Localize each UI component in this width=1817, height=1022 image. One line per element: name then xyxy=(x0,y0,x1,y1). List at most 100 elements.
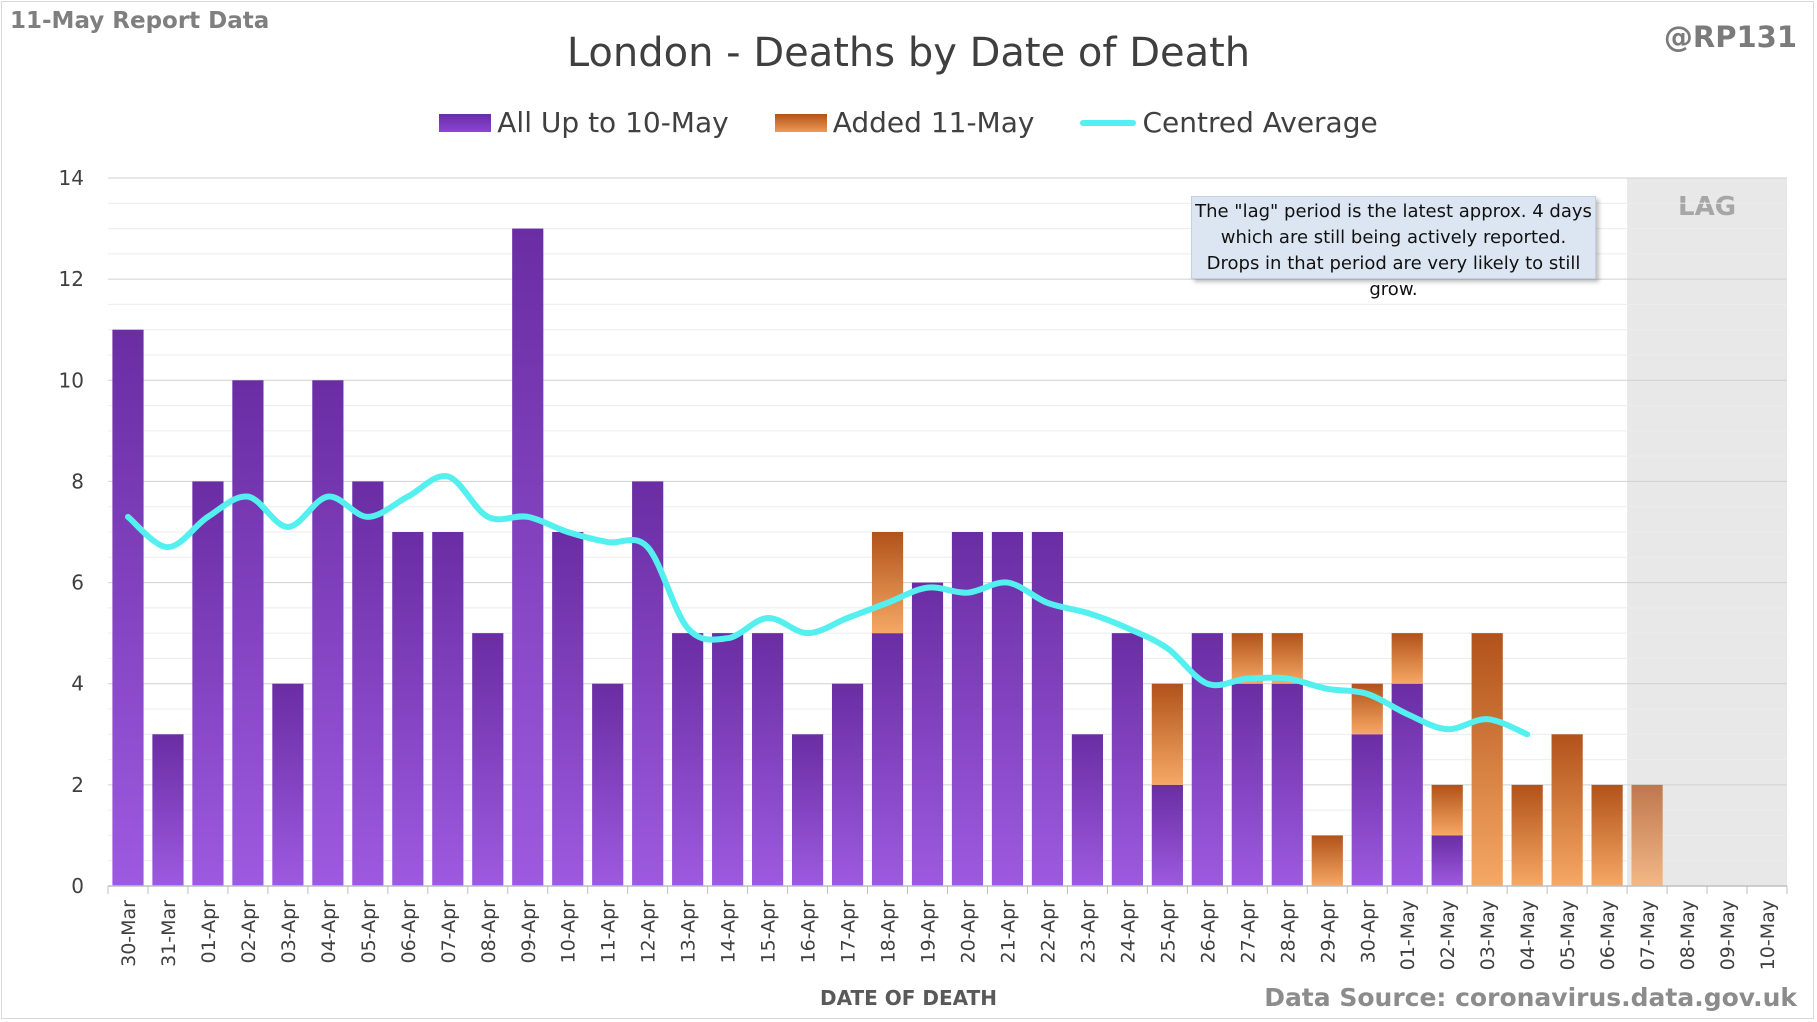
centred-average-line xyxy=(124,473,1531,738)
y-tick-label: 0 xyxy=(71,874,84,898)
x-tick-label: 22-Apr xyxy=(1037,900,1059,964)
x-tick-label: 06-May xyxy=(1597,900,1619,970)
bar-all-13-Apr xyxy=(672,633,704,886)
bar-added-06-May xyxy=(1591,784,1623,886)
x-tick-label: 31-Mar xyxy=(158,900,180,967)
x-tick-label: 27-Apr xyxy=(1237,900,1259,964)
bar-all-25-Apr xyxy=(1151,784,1183,886)
x-tick-label: 16-Apr xyxy=(798,900,820,964)
bar-all-14-Apr xyxy=(712,633,744,886)
chart-title: London - Deaths by Date of Death xyxy=(566,30,1251,76)
x-tick-label: 08-May xyxy=(1677,900,1699,970)
bar-all-21-Apr xyxy=(991,532,1024,886)
x-tick-label: 28-Apr xyxy=(1277,900,1299,964)
bar-all-30-Apr xyxy=(1351,734,1383,886)
bar-added-03-May xyxy=(1471,633,1503,886)
bar-added-01-May xyxy=(1391,633,1423,684)
bar-all-23-Apr xyxy=(1071,734,1104,886)
x-tick-label: 09-May xyxy=(1717,900,1739,970)
legend-item-added: Added 11-May xyxy=(774,106,1035,139)
lag-label: LAG xyxy=(1678,192,1736,222)
x-tick-label: 09-Apr xyxy=(518,900,540,964)
x-tick-label: 08-Apr xyxy=(478,900,500,964)
bar-all-01-Apr xyxy=(192,481,224,886)
bar-added-18-Apr xyxy=(871,532,904,634)
bar-all-11-Apr xyxy=(592,683,624,886)
x-tick-label: 13-Apr xyxy=(678,900,700,964)
data-source: Data Source: coronavirus.data.gov.uk xyxy=(1264,983,1797,1012)
x-tick-label: 02-May xyxy=(1437,900,1459,970)
x-tick-label: 15-Apr xyxy=(758,900,780,964)
y-tick-label: 8 xyxy=(71,469,84,493)
x-tick-label: 02-Apr xyxy=(238,900,260,964)
x-tick-label: 04-Apr xyxy=(318,900,340,964)
x-tick-label: 10-Apr xyxy=(558,900,580,964)
bar-all-10-Apr xyxy=(552,532,584,886)
bar-added-04-May xyxy=(1511,784,1543,886)
bar-added-02-May xyxy=(1431,784,1463,836)
bar-all-02-Apr xyxy=(232,380,264,886)
bar-all-26-Apr xyxy=(1191,633,1223,886)
legend-item-average: Centred Average xyxy=(1080,106,1378,139)
x-tick-label: 19-Apr xyxy=(918,900,940,964)
x-tick-label: 17-Apr xyxy=(838,900,860,964)
x-tick-label: 26-Apr xyxy=(1197,900,1219,964)
y-tick-label: 2 xyxy=(71,773,84,797)
x-tick-label: 30-Mar xyxy=(118,900,140,967)
legend-item-all: All Up to 10-May xyxy=(439,106,729,139)
y-tick-label: 6 xyxy=(71,571,84,595)
bar-added-05-May xyxy=(1551,734,1583,886)
x-tick-label: 29-Apr xyxy=(1317,900,1339,964)
x-tick-label: 05-May xyxy=(1557,900,1579,970)
bar-all-15-Apr xyxy=(752,633,784,886)
bar-all-20-Apr xyxy=(951,532,984,886)
x-axis-title: DATE OF DEATH xyxy=(820,986,997,1010)
bar-added-25-Apr xyxy=(1151,683,1183,785)
bar-all-06-Apr xyxy=(392,532,424,886)
x-tick-label: 12-Apr xyxy=(638,900,660,964)
legend: All Up to 10-May Added 11-May Centred Av… xyxy=(0,106,1817,139)
bar-all-16-Apr xyxy=(791,734,824,886)
legend-swatch-purple xyxy=(439,113,492,132)
lag-note: The "lag" period is the latest approx. 4… xyxy=(1191,196,1596,300)
legend-label-added: Added 11-May xyxy=(832,106,1035,139)
bar-all-05-Apr xyxy=(352,481,384,886)
x-tick-label: 11-Apr xyxy=(598,900,620,964)
bar-all-30-Mar xyxy=(112,329,144,886)
x-tick-label: 06-Apr xyxy=(398,900,420,964)
x-tick-label: 20-Apr xyxy=(957,900,979,964)
y-tick-label: 12 xyxy=(59,267,84,291)
author-handle: @RP131 xyxy=(1663,20,1797,54)
x-tick-label: 07-May xyxy=(1637,900,1659,970)
y-tick-label: 4 xyxy=(71,672,84,696)
x-tick-label: 03-May xyxy=(1477,900,1499,970)
legend-swatch-orange xyxy=(774,113,827,132)
bar-all-27-Apr xyxy=(1231,683,1263,886)
x-tick-label: 24-Apr xyxy=(1117,900,1139,964)
x-tick-label: 25-Apr xyxy=(1157,900,1179,964)
bar-all-24-Apr xyxy=(1111,633,1143,886)
report-label: 11-May Report Data xyxy=(10,8,270,34)
x-tick-label: 01-Apr xyxy=(198,900,220,964)
bar-all-08-Apr xyxy=(472,633,504,886)
bar-added-07-May xyxy=(1631,784,1663,886)
x-tick-label: 05-Apr xyxy=(358,900,380,964)
x-tick-label: 14-Apr xyxy=(718,900,740,964)
bar-all-07-Apr xyxy=(432,532,464,886)
bar-all-28-Apr xyxy=(1271,683,1303,886)
x-tick-label: 10-May xyxy=(1757,900,1779,970)
legend-swatch-line xyxy=(1080,119,1137,126)
bar-all-18-Apr xyxy=(871,633,904,886)
x-tick-label: 04-May xyxy=(1517,900,1539,970)
bar-all-17-Apr xyxy=(831,683,864,886)
y-tick-label: 14 xyxy=(59,166,84,190)
bar-all-22-Apr xyxy=(1031,532,1064,886)
bar-added-29-Apr xyxy=(1311,835,1343,886)
bar-all-31-Mar xyxy=(152,734,184,886)
legend-label-all: All Up to 10-May xyxy=(497,106,729,139)
bar-all-04-Apr xyxy=(312,380,344,886)
bar-all-19-Apr xyxy=(911,582,944,886)
legend-label-average: Centred Average xyxy=(1142,106,1378,139)
x-tick-label: 30-Apr xyxy=(1357,900,1379,964)
